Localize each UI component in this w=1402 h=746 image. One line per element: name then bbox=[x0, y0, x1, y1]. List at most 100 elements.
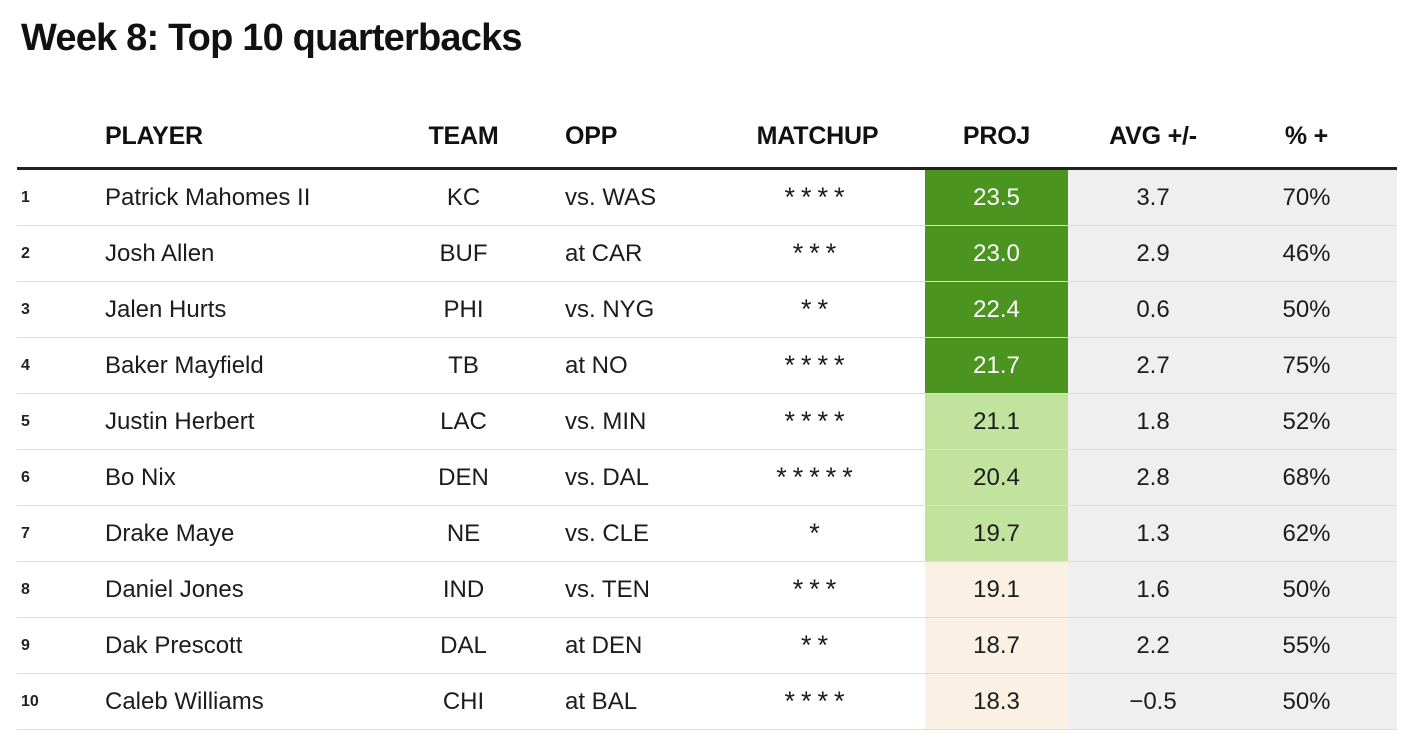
matchup-stars-cell: **** bbox=[784, 182, 851, 212]
team-cell: IND bbox=[442, 575, 485, 603]
proj-value-cell: 18.7 bbox=[925, 617, 1068, 674]
table-row: 6 Bo Nix DEN vs. DAL ***** 20.4 2.8 68% bbox=[17, 449, 1397, 506]
table-row: 4 Baker Mayfield TB at NO **** 21.7 2.7 … bbox=[17, 337, 1397, 394]
player-name-cell: Justin Herbert bbox=[105, 407, 255, 435]
table-row: 7 Drake Maye NE vs. CLE * 19.7 1.3 62% bbox=[17, 505, 1397, 562]
matchup-stars-cell: **** bbox=[784, 406, 851, 436]
player-name-cell: Baker Mayfield bbox=[105, 351, 264, 379]
pct-plus-cell: 50% bbox=[1238, 281, 1397, 338]
team-cell: BUF bbox=[439, 239, 488, 267]
team-cell: DAL bbox=[440, 631, 487, 659]
player-name-cell: Jalen Hurts bbox=[105, 295, 227, 323]
player-column-header: PLAYER bbox=[105, 121, 203, 150]
team-cell: KC bbox=[446, 183, 481, 211]
opponent-cell: at DEN bbox=[565, 631, 643, 659]
opponent-cell: vs. NYG bbox=[565, 295, 655, 323]
pct-plus-cell: 62% bbox=[1238, 505, 1397, 562]
proj-value-cell: 21.7 bbox=[925, 337, 1068, 394]
avg-plus-minus-cell: 1.3 bbox=[1068, 505, 1238, 562]
proj-value-cell: 23.5 bbox=[925, 168, 1068, 226]
matchup-stars-cell: ***** bbox=[776, 462, 859, 492]
opp-column-header: OPP bbox=[565, 121, 618, 150]
table-row: 3 Jalen Hurts PHI vs. NYG ** 22.4 0.6 50… bbox=[17, 281, 1397, 338]
opponent-cell: at NO bbox=[565, 351, 628, 379]
rank-cell: 4 bbox=[21, 356, 30, 374]
proj-value-cell: 19.7 bbox=[925, 505, 1068, 562]
rank-cell: 3 bbox=[21, 300, 30, 318]
avg-plus-minus-cell: 1.6 bbox=[1068, 561, 1238, 618]
proj-value-cell: 23.0 bbox=[925, 225, 1068, 282]
table-row: 5 Justin Herbert LAC vs. MIN **** 21.1 1… bbox=[17, 393, 1397, 450]
proj-value-cell: 22.4 bbox=[925, 281, 1068, 338]
pct-plus-cell: 50% bbox=[1238, 561, 1397, 618]
proj-value-cell: 19.1 bbox=[925, 561, 1068, 618]
matchup-stars-cell: ** bbox=[800, 630, 834, 660]
rank-cell: 1 bbox=[21, 188, 30, 206]
matchup-stars-cell: ** bbox=[800, 294, 834, 324]
rank-cell: 9 bbox=[21, 636, 30, 654]
pct-column-header: % + bbox=[1284, 121, 1329, 150]
avg-plus-minus-cell: −0.5 bbox=[1068, 673, 1238, 730]
team-cell: TB bbox=[448, 351, 479, 379]
table-row: 1 Patrick Mahomes II KC vs. WAS **** 23.… bbox=[17, 168, 1397, 226]
rank-cell: 6 bbox=[21, 468, 30, 486]
player-name-cell: Daniel Jones bbox=[105, 575, 244, 603]
opponent-cell: vs. WAS bbox=[565, 183, 657, 211]
opponent-cell: vs. TEN bbox=[565, 575, 650, 603]
rank-cell: 2 bbox=[21, 244, 30, 262]
pct-plus-cell: 52% bbox=[1238, 393, 1397, 450]
team-cell: LAC bbox=[440, 407, 487, 435]
matchup-column-header: MATCHUP bbox=[756, 121, 879, 150]
table-row: 2 Josh Allen BUF at CAR *** 23.0 2.9 46% bbox=[17, 225, 1397, 282]
avg-plus-minus-cell: 2.8 bbox=[1068, 449, 1238, 506]
matchup-stars-cell: *** bbox=[792, 238, 843, 268]
quarterbacks-table: PLAYER TEAM OPP MATCHUP PROJ AVG +/- % +… bbox=[17, 105, 1397, 730]
avg-plus-minus-cell: 2.2 bbox=[1068, 617, 1238, 674]
team-cell: PHI bbox=[443, 295, 484, 323]
matchup-stars-cell: **** bbox=[784, 350, 851, 380]
table-header-row: PLAYER TEAM OPP MATCHUP PROJ AVG +/- % + bbox=[17, 105, 1397, 169]
player-name-cell: Caleb Williams bbox=[105, 687, 264, 715]
proj-value-cell: 20.4 bbox=[925, 449, 1068, 506]
table-row: 10 Caleb Williams CHI at BAL **** 18.3 −… bbox=[17, 673, 1397, 730]
player-name-cell: Josh Allen bbox=[105, 239, 215, 267]
rank-cell: 5 bbox=[21, 412, 30, 430]
player-name-cell: Patrick Mahomes II bbox=[105, 183, 311, 211]
player-name-cell: Dak Prescott bbox=[105, 631, 243, 659]
team-cell: CHI bbox=[442, 687, 485, 715]
table-header: PLAYER TEAM OPP MATCHUP PROJ AVG +/- % + bbox=[17, 105, 1397, 169]
team-cell: DEN bbox=[438, 463, 489, 491]
pct-plus-cell: 70% bbox=[1238, 168, 1397, 226]
player-name-cell: Drake Maye bbox=[105, 519, 235, 547]
avg-column-header: AVG +/- bbox=[1109, 121, 1197, 150]
table-row: 9 Dak Prescott DAL at DEN ** 18.7 2.2 55… bbox=[17, 617, 1397, 674]
team-cell: NE bbox=[446, 519, 481, 547]
table-row: 8 Daniel Jones IND vs. TEN *** 19.1 1.6 … bbox=[17, 561, 1397, 618]
pct-plus-cell: 50% bbox=[1238, 673, 1397, 730]
avg-plus-minus-cell: 2.7 bbox=[1068, 337, 1238, 394]
rank-cell: 7 bbox=[21, 524, 30, 542]
opponent-cell: vs. MIN bbox=[565, 407, 647, 435]
opponent-cell: at BAL bbox=[565, 687, 638, 715]
rank-column-header bbox=[17, 105, 105, 169]
avg-plus-minus-cell: 3.7 bbox=[1068, 168, 1238, 226]
avg-plus-minus-cell: 2.9 bbox=[1068, 225, 1238, 282]
table-body: 1 Patrick Mahomes II KC vs. WAS **** 23.… bbox=[17, 168, 1397, 730]
pct-plus-cell: 46% bbox=[1238, 225, 1397, 282]
matchup-stars-cell: **** bbox=[784, 686, 851, 716]
player-name-cell: Bo Nix bbox=[105, 463, 176, 491]
rank-cell: 10 bbox=[21, 692, 39, 710]
team-column-header: TEAM bbox=[428, 121, 499, 150]
pct-plus-cell: 55% bbox=[1238, 617, 1397, 674]
pct-plus-cell: 75% bbox=[1238, 337, 1397, 394]
avg-plus-minus-cell: 0.6 bbox=[1068, 281, 1238, 338]
avg-plus-minus-cell: 1.8 bbox=[1068, 393, 1238, 450]
matchup-stars-cell: * bbox=[809, 518, 826, 548]
opponent-cell: at CAR bbox=[565, 239, 643, 267]
proj-column-header: PROJ bbox=[962, 121, 1031, 150]
rank-cell: 8 bbox=[21, 580, 30, 598]
matchup-stars-cell: *** bbox=[792, 574, 843, 604]
opponent-cell: vs. DAL bbox=[565, 463, 650, 491]
page-title: Week 8: Top 10 quarterbacks bbox=[21, 17, 523, 59]
pct-plus-cell: 68% bbox=[1238, 449, 1397, 506]
